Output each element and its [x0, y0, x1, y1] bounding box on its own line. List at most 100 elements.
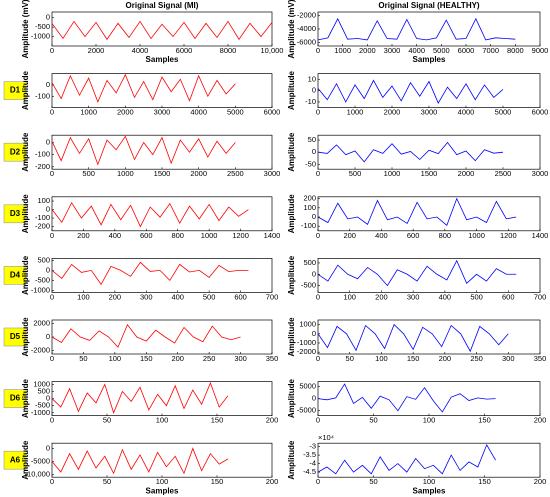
x-tick-label: 250: [203, 354, 216, 363]
signal-line: [317, 79, 504, 104]
x-axis-label: Samples: [146, 486, 179, 495]
y-tick-label: -100: [35, 213, 50, 222]
y-tick-label: 1000: [299, 320, 316, 329]
x-tick-label: 0: [316, 231, 320, 240]
x-tick-label: 1000: [201, 231, 218, 240]
signal-line: [51, 323, 241, 348]
x-tick-label: 50: [369, 416, 377, 425]
y-axis-label: Amplitude (mV): [21, 0, 30, 59]
x-tick-label: 0: [50, 231, 54, 240]
y-tick-label: 500: [37, 387, 50, 396]
x-tick-label: 0: [50, 477, 54, 486]
x-tick-label: 700: [534, 292, 547, 301]
x-tick-label: 100: [109, 354, 122, 363]
x-tick-label: 50: [103, 477, 111, 486]
x-tick-label: 200: [266, 477, 279, 486]
plot-area: [317, 258, 541, 293]
y-tick-label: -1000: [31, 285, 50, 294]
row-label-box: [3, 142, 27, 162]
x-tick-label: 100: [343, 292, 356, 301]
x-tick-label: 200: [534, 416, 547, 425]
x-tick-label: 200: [77, 231, 90, 240]
x-tick-label: 0: [316, 169, 320, 178]
x-tick-label: 1000: [468, 231, 485, 240]
x-tick-label: 0: [50, 416, 54, 425]
y-tick-label: 0: [312, 86, 316, 95]
plot-area: [317, 11, 541, 47]
y-tick-label: 0: [312, 147, 316, 156]
x-tick-label: 350: [266, 354, 279, 363]
y-tick-label: 0: [46, 137, 50, 146]
y-tick-label: 100: [37, 196, 50, 205]
x-tick-label: 50: [369, 477, 377, 486]
x-tick-label: 6000: [176, 46, 193, 55]
x-tick-label: 2500: [227, 169, 244, 178]
y-axis-label: Amplitude: [287, 132, 296, 172]
x-tick-label: 150: [478, 416, 491, 425]
x-tick-label: 1400: [532, 231, 549, 240]
x-tick-label: 600: [140, 231, 153, 240]
x-tick-label: 50: [346, 354, 354, 363]
y-axis-label: Amplitude: [21, 440, 30, 480]
x-tick-label: 9000: [532, 46, 549, 55]
x-tick-label: 1500: [154, 169, 171, 178]
x-axis-label: Samples: [146, 55, 179, 64]
y-tick-label: -5000: [31, 456, 50, 465]
x-tick-label: 1000: [334, 46, 351, 55]
y-tick-label: 0: [312, 212, 316, 221]
y-axis-label: Amplitude: [21, 132, 30, 172]
x-tick-label: 1000: [347, 108, 364, 117]
y-tick-label: 500: [303, 258, 316, 267]
x-tick-label: 600: [407, 231, 420, 240]
x-tick-label: 800: [171, 231, 184, 240]
x-tick-label: 200: [266, 416, 279, 425]
x-tick-label: 2000: [384, 108, 401, 117]
signal-line: [317, 197, 517, 226]
x-tick-label: 250: [470, 354, 483, 363]
x-tick-label: 3000: [532, 169, 549, 178]
x-tick-label: 4000: [458, 108, 475, 117]
row-label: D6: [10, 394, 21, 403]
x-tick-label: 100: [77, 292, 90, 301]
y-tick-label: -3.5: [303, 450, 316, 459]
x-tick-label: 0: [316, 108, 320, 117]
y-tick-label: 100: [303, 203, 316, 212]
y-axis-label: Amplitude: [21, 194, 30, 234]
plot-area: [51, 196, 273, 232]
x-tick-label: 600: [234, 292, 247, 301]
x-tick-label: 4000: [132, 46, 149, 55]
x-tick-label: 100: [423, 416, 436, 425]
y-tick-label: -1000: [31, 32, 50, 41]
x-tick-label: 0: [50, 354, 54, 363]
x-tick-label: 0: [316, 292, 320, 301]
y-tick-label: -50: [305, 159, 316, 168]
y-tick-label: 0: [46, 13, 50, 22]
x-tick-label: 2500: [495, 169, 512, 178]
y-tick-label: -500: [35, 401, 50, 410]
y-tick-label: -10,000: [25, 470, 50, 479]
y-tick-label: 0: [312, 394, 316, 403]
y-axis-label: Amplitude (mV): [287, 0, 296, 59]
x-tick-label: 600: [502, 292, 515, 301]
row-label-box: [3, 389, 27, 408]
y-tick-label: -5000: [297, 406, 316, 415]
x-tick-label: 50: [103, 416, 111, 425]
y-tick-label: -1000: [297, 338, 316, 347]
x-axis-label: Samples: [413, 486, 446, 495]
x-tick-label: 350: [534, 354, 547, 363]
x-tick-label: 6000: [264, 108, 281, 117]
y-axis-label: Amplitude: [287, 317, 296, 357]
signal-line: [317, 323, 509, 353]
x-tick-label: 300: [407, 292, 420, 301]
y-tick-label: 0: [312, 329, 316, 338]
y-tick-label: -1000: [31, 408, 50, 417]
signal-line: [51, 201, 249, 228]
signal-line: [51, 447, 229, 475]
signal-line: [51, 261, 249, 286]
y-tick-label: 0: [46, 265, 50, 274]
y-tick-label: 0: [46, 332, 50, 341]
x-tick-label: 400: [439, 292, 452, 301]
y-tick-label: 0: [312, 269, 316, 278]
x-tick-label: 400: [109, 231, 122, 240]
